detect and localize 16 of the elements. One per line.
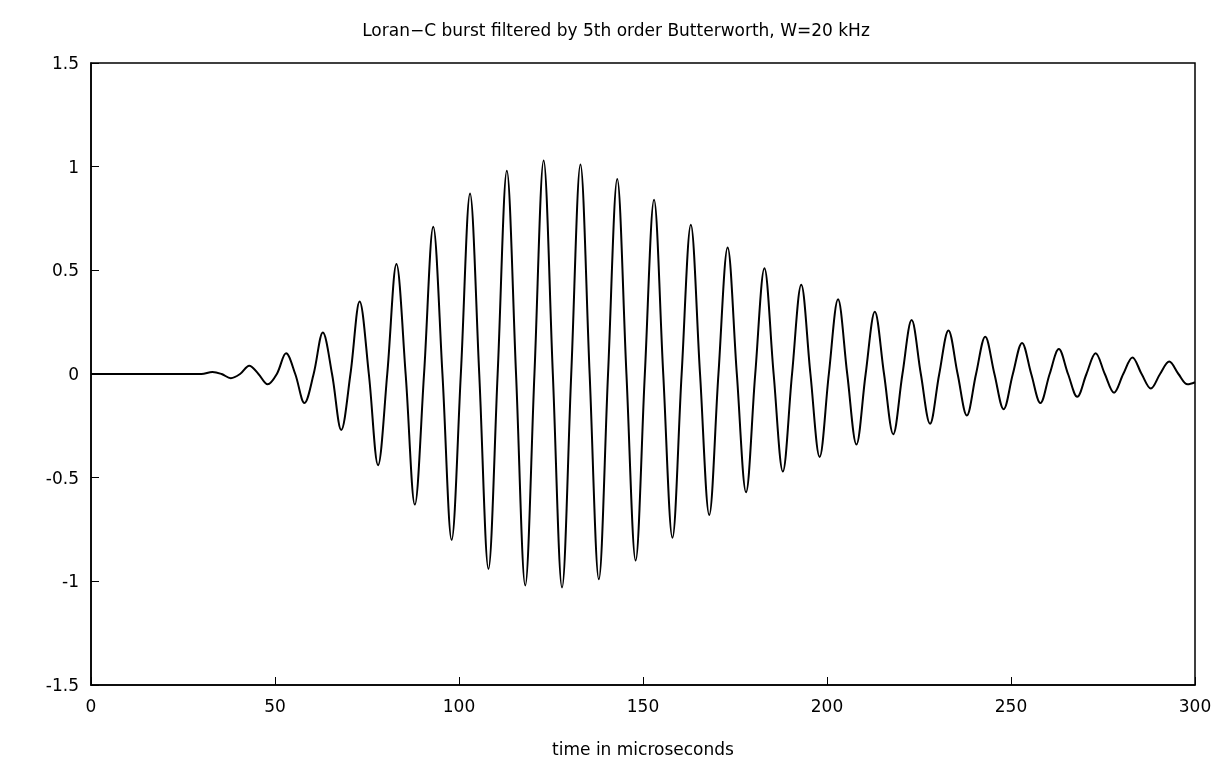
y-tick-label: -0.5 [45,467,79,488]
chart-title: Loran−C burst filtered by 5th order Butterworth, W=20 kHz [362,19,870,40]
y-tick-label: 0.5 [51,260,79,281]
y-tick-label: -1 [62,571,79,592]
x-tick-label: 250 [994,695,1028,716]
x-tick-label: 50 [264,695,286,716]
y-tick-label: 1 [68,156,79,177]
y-tick-label: 0 [68,364,79,384]
y-tick-label: -1.5 [45,675,79,695]
x-tick-label: 300 [1178,695,1212,716]
y-tick-label: 1.5 [51,53,79,73]
x-axis-title: time in microseconds [552,738,735,759]
x-tick-label: 150 [626,695,660,716]
x-tick-label: 0 [85,695,97,716]
x-tick-label: 100 [442,695,476,716]
x-tick-label: 200 [810,695,844,716]
